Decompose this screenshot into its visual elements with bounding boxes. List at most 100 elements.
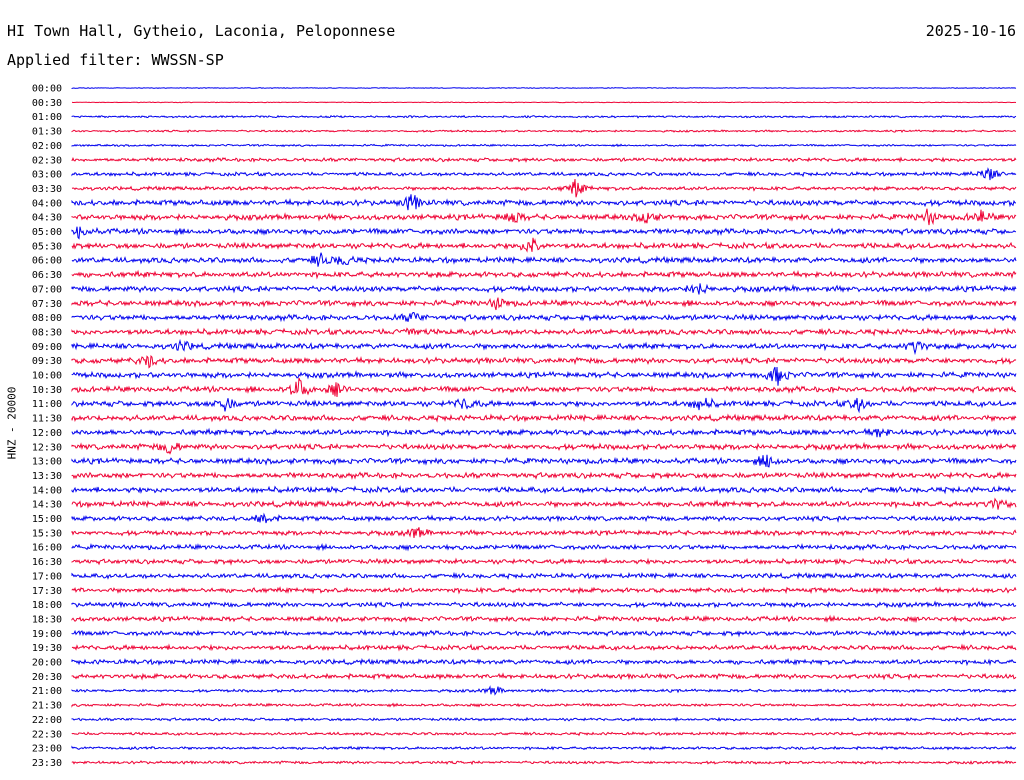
time-tick-label: 05:30: [32, 241, 62, 252]
time-tick-label: 04:30: [32, 213, 62, 224]
trace-line: [71, 745, 1017, 751]
time-tick-label: 08:00: [32, 313, 62, 324]
time-tick-label: 07:00: [32, 284, 62, 295]
time-tick-label: 01:00: [32, 112, 62, 123]
time-tick-label: 10:30: [32, 385, 62, 396]
time-tick-label: 18:00: [32, 600, 62, 611]
trace-line: [71, 716, 1017, 723]
time-tick-label: 22:30: [32, 729, 62, 740]
time-tick-label: 16:00: [32, 543, 62, 554]
time-tick-label: 21:00: [32, 686, 62, 697]
trace-line: [71, 283, 1017, 295]
trace-line: [71, 226, 1017, 240]
trace-line: [71, 178, 1017, 198]
time-tick-label: 17:00: [32, 571, 62, 582]
trace-line: [71, 156, 1017, 164]
trace-line: [71, 397, 1017, 414]
trace-line: [71, 527, 1017, 539]
time-tick-label: 00:30: [32, 98, 62, 109]
date-label: 2025-10-16: [925, 22, 1016, 40]
trace-line: [71, 512, 1017, 524]
time-tick-label: 11:30: [32, 414, 62, 425]
trace-line: [71, 297, 1017, 311]
trace-line: [71, 354, 1017, 369]
time-tick-label: 23:00: [32, 744, 62, 755]
time-tick-label: 15:00: [32, 514, 62, 525]
trace-line: [71, 413, 1017, 423]
trace-line: [71, 731, 1017, 737]
time-tick-label: 12:30: [32, 442, 62, 453]
time-tick-label: 06:00: [32, 256, 62, 267]
trace-line: [71, 629, 1017, 638]
trace-line: [71, 685, 1017, 696]
time-tick-label: 04:00: [32, 198, 62, 209]
time-tick-label: 22:00: [32, 715, 62, 726]
trace-line: [71, 643, 1017, 652]
trace-line: [71, 101, 1017, 104]
trace-line: [71, 311, 1017, 323]
trace-line: [71, 702, 1017, 708]
trace-line: [71, 366, 1017, 386]
trace-line: [71, 194, 1016, 211]
trace-line: [71, 143, 1017, 148]
time-tick-label: 17:30: [32, 586, 62, 597]
time-tick-label: 21:30: [32, 701, 62, 712]
time-tick-label: 16:30: [32, 557, 62, 568]
trace-line: [71, 571, 1017, 580]
time-tick-label: 18:30: [32, 614, 62, 625]
trace-line: [71, 129, 1017, 134]
time-tick-label: 07:30: [32, 299, 62, 310]
trace-line: [71, 167, 1017, 181]
trace-line: [71, 338, 1017, 356]
time-tick-label: 05:00: [32, 227, 62, 238]
trace-line: [71, 600, 1017, 609]
trace-line: [71, 485, 1017, 495]
time-tick-label: 15:30: [32, 528, 62, 539]
time-tick-label: 20:00: [32, 658, 62, 669]
time-tick-label: 23:30: [32, 758, 62, 769]
trace-line: [71, 759, 1017, 766]
time-tick-label: 14:30: [32, 500, 62, 511]
time-tick-label: 03:30: [32, 184, 62, 195]
trace-line: [71, 454, 1017, 468]
trace-line: [71, 377, 1017, 398]
time-tick-label: 19:30: [32, 643, 62, 654]
trace-line: [71, 237, 1017, 253]
trace-line: [71, 471, 1017, 481]
time-tick-label: 19:00: [32, 629, 62, 640]
trace-line: [71, 542, 1017, 552]
time-tick-label: 11:00: [32, 399, 62, 410]
time-tick-label: 02:00: [32, 141, 62, 152]
time-tick-label: 06:30: [32, 270, 62, 281]
time-tick-label: 10:00: [32, 371, 62, 382]
trace-line: [71, 672, 1017, 681]
trace-line: [71, 208, 1017, 226]
trace-line: [71, 657, 1017, 667]
time-tick-label: 09:00: [32, 342, 62, 353]
trace-line: [71, 87, 1017, 89]
trace-line: [71, 327, 1017, 337]
time-tick-label: 00:00: [32, 84, 62, 95]
time-tick-label: 08:30: [32, 327, 62, 338]
time-tick-label: 02:30: [32, 155, 62, 166]
trace-line: [71, 497, 1017, 510]
trace-line: [71, 269, 1017, 280]
trace-line: [71, 252, 1017, 267]
trace-line: [71, 441, 1017, 455]
station-title: HI Town Hall, Gytheio, Laconia, Peloponn…: [7, 22, 396, 40]
time-tick-label: 09:30: [32, 356, 62, 367]
trace-line: [71, 557, 1017, 566]
trace-line: [71, 614, 1017, 624]
time-tick-label: 13:30: [32, 471, 62, 482]
time-tick-label: 12:00: [32, 428, 62, 439]
filter-label: Applied filter: WWSSN-SP: [7, 51, 224, 69]
time-tick-label: 14:00: [32, 485, 62, 496]
trace-line: [71, 586, 1017, 595]
time-tick-label: 20:30: [32, 672, 62, 683]
time-tick-label: 03:00: [32, 170, 62, 181]
time-tick-label: 13:00: [32, 457, 62, 468]
trace-line: [71, 114, 1017, 119]
trace-line: [71, 427, 1017, 438]
time-tick-label: 01:30: [32, 127, 62, 138]
